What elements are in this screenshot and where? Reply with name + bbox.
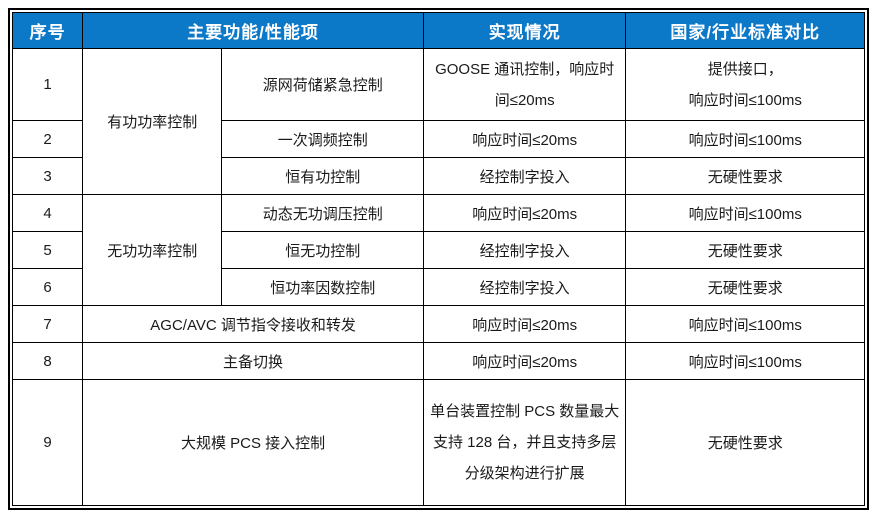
table-row: 6 恒功率因数控制 经控制字投入 无硬性要求 <box>11 268 865 306</box>
row-no: 1 <box>11 48 84 121</box>
implementation-cell: 经控制字投入 <box>422 268 627 306</box>
header-cell-implementation: 实现情况 <box>422 12 627 49</box>
function-item: 主备切换 <box>82 342 424 380</box>
row-no: 7 <box>11 305 84 343</box>
standard-cell: 响应时间≤100ms <box>625 342 865 380</box>
function-item: 恒功率因数控制 <box>221 268 424 306</box>
standard-cell: 提供接口， 响应时间≤100ms <box>625 48 865 121</box>
standard-cell: 响应时间≤100ms <box>625 305 865 343</box>
row-no: 3 <box>11 157 84 195</box>
implementation-cell: 响应时间≤20ms <box>422 305 627 343</box>
implementation-cell: 经控制字投入 <box>422 231 627 269</box>
row-no: 9 <box>11 379 84 506</box>
function-item: 恒无功控制 <box>221 231 424 269</box>
row-no: 5 <box>11 231 84 269</box>
implementation-cell: 响应时间≤20ms <box>422 342 627 380</box>
function-item: 一次调频控制 <box>221 120 424 158</box>
spec-table: 序号 主要功能/性能项 实现情况 国家/行业标准对比 1 有功功率控制 源网荷储… <box>11 12 865 506</box>
table-row: 8 主备切换 响应时间≤20ms 响应时间≤100ms <box>11 342 865 380</box>
table-row: 3 恒有功控制 经控制字投入 无硬性要求 <box>11 157 865 195</box>
function-item: 大规模 PCS 接入控制 <box>82 379 424 506</box>
table-row: 5 恒无功控制 经控制字投入 无硬性要求 <box>11 231 865 269</box>
standard-cell: 无硬性要求 <box>625 157 865 195</box>
function-group-reactive-power: 无功功率控制 <box>82 194 223 306</box>
table-row: 1 有功功率控制 源网荷储紧急控制 GOOSE 通讯控制，响应时间≤20ms 提… <box>11 48 865 195</box>
header-row: 序号 主要功能/性能项 实现情况 国家/行业标准对比 <box>11 12 865 49</box>
standard-cell: 响应时间≤100ms <box>625 120 865 158</box>
standard-cell: 无硬性要求 <box>625 268 865 306</box>
implementation-cell: 响应时间≤20ms <box>422 194 627 232</box>
header-cell-function: 主要功能/性能项 <box>82 12 424 49</box>
row-no: 6 <box>11 268 84 306</box>
row-no: 4 <box>11 194 84 232</box>
standard-cell: 无硬性要求 <box>625 379 865 506</box>
function-group-active-power: 有功功率控制 <box>82 48 223 195</box>
function-item: 动态无功调压控制 <box>221 194 424 232</box>
spec-table-container: 序号 主要功能/性能项 实现情况 国家/行业标准对比 1 有功功率控制 源网荷储… <box>8 8 869 510</box>
function-item: AGC/AVC 调节指令接收和转发 <box>82 305 424 343</box>
table-row: 9 大规模 PCS 接入控制 单台装置控制 PCS 数量最大支持 128 台，并… <box>11 379 865 506</box>
row-no: 8 <box>11 342 84 380</box>
implementation-cell: GOOSE 通讯控制，响应时间≤20ms <box>422 48 627 121</box>
table-row: 7 AGC/AVC 调节指令接收和转发 响应时间≤20ms 响应时间≤100ms <box>11 305 865 343</box>
row-no: 2 <box>11 120 84 158</box>
implementation-cell: 响应时间≤20ms <box>422 120 627 158</box>
implementation-cell: 经控制字投入 <box>422 157 627 195</box>
table-row: 4 无功功率控制 动态无功调压控制 响应时间≤20ms 响应时间≤100ms <box>11 194 865 306</box>
header-cell-no: 序号 <box>11 12 84 49</box>
standard-cell: 无硬性要求 <box>625 231 865 269</box>
function-item: 源网荷储紧急控制 <box>221 48 424 121</box>
function-item: 恒有功控制 <box>221 157 424 195</box>
header-cell-standard: 国家/行业标准对比 <box>625 12 865 49</box>
implementation-cell: 单台装置控制 PCS 数量最大支持 128 台，并且支持多层分级架构进行扩展 <box>422 379 627 506</box>
standard-cell: 响应时间≤100ms <box>625 194 865 232</box>
